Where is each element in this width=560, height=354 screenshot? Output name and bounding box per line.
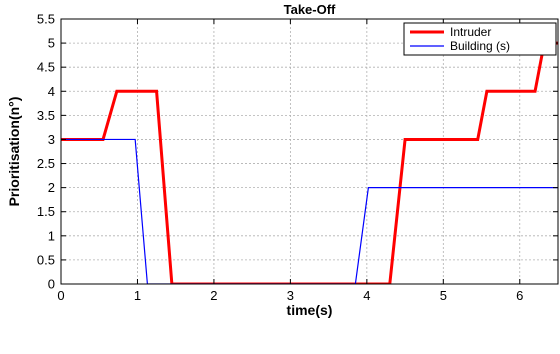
x-tick-label: 2	[210, 288, 217, 303]
y-axis-label: Prioritisation(n°)	[6, 97, 22, 207]
y-tick-label: 4	[48, 84, 55, 99]
series-line-building-s	[61, 138, 558, 284]
x-tick-label: 3	[287, 288, 294, 303]
x-tick-label: 1	[134, 288, 141, 303]
x-tick-label: 0	[57, 288, 64, 303]
y-tick-label: 3	[48, 132, 55, 147]
y-tick-label: 2.5	[37, 156, 55, 171]
axis-ticks: 0 1 2 3 4 5 6 0 0.5 1 1.5 2 2.5 3 3.5 4 4.5 5 5.5	[37, 12, 558, 303]
plot-area	[61, 19, 558, 284]
y-tick-label: 5	[48, 36, 55, 51]
x-axis-label: time(s)	[287, 302, 333, 318]
y-tick-label: 1.5	[37, 204, 55, 219]
legend-box	[403, 22, 557, 56]
y-tick-label: 0.5	[37, 252, 55, 267]
series-line-intruder	[61, 41, 558, 284]
y-tick-label: 0	[48, 277, 55, 292]
y-tick-label: 2	[48, 180, 55, 195]
y-tick-label: 4.5	[37, 60, 55, 75]
x-tick-label: 4	[363, 288, 370, 303]
plot-frame	[60, 18, 559, 285]
y-tick-label: 3.5	[37, 108, 55, 123]
chart-title: Take-Off	[284, 2, 336, 17]
x-tick-label: 5	[440, 288, 447, 303]
legend-label-intruder: Intruder	[450, 25, 491, 39]
legend-label-building-s: Building (s)	[450, 39, 510, 53]
y-tick-label: 1	[48, 228, 55, 243]
grid	[61, 19, 558, 284]
y-tick-label: 5.5	[37, 12, 55, 27]
series-layer	[61, 41, 558, 284]
x-tick-label: 6	[516, 288, 523, 303]
